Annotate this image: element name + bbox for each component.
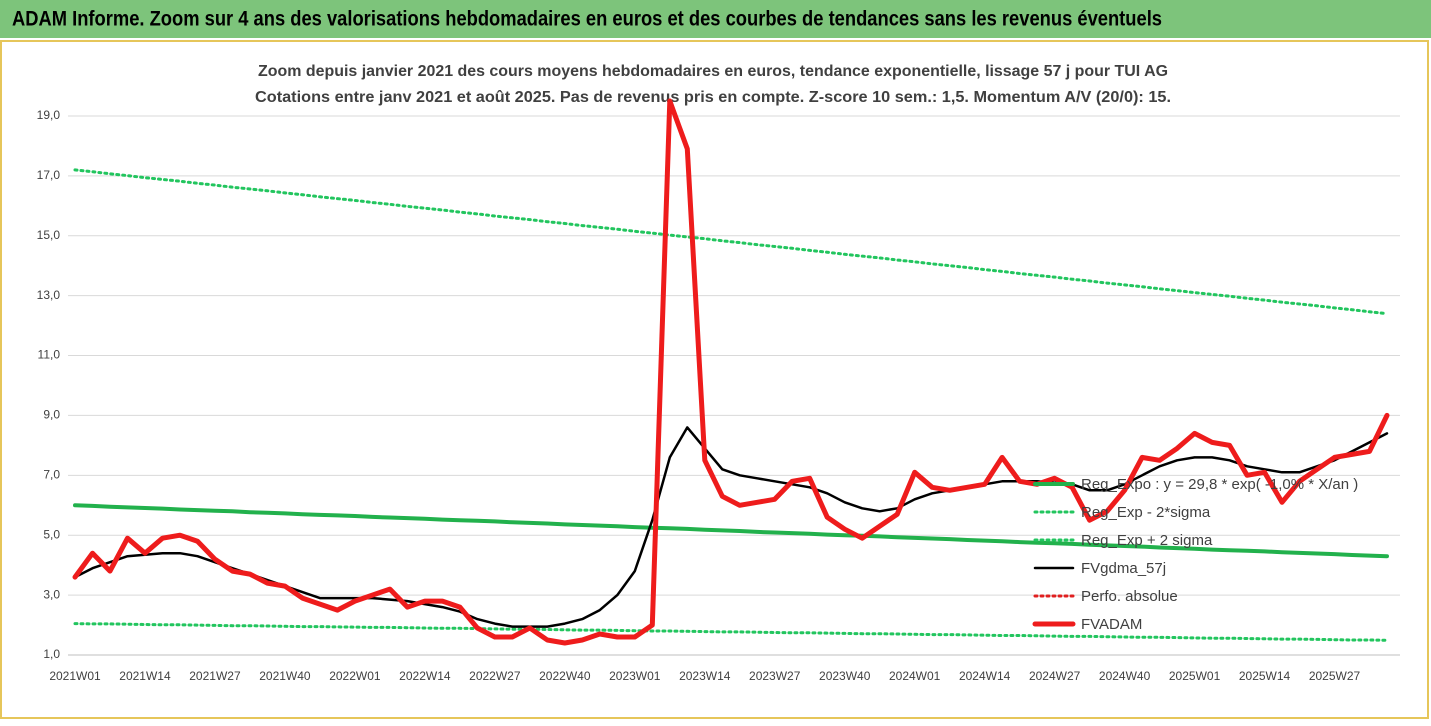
legend-label: Reg_Exp - 2*sigma [1081, 504, 1211, 521]
x-tick-label: 2021W40 [259, 669, 311, 683]
grid [68, 115, 1400, 656]
x-tick-label: 2021W01 [49, 669, 101, 683]
legend-label: Perfo. absolue [1081, 588, 1178, 605]
legend-label: FVgdma_57j [1081, 560, 1166, 577]
y-tick-label: 3,0 [43, 587, 60, 601]
x-tick-label: 2024W14 [959, 669, 1011, 683]
x-tick-label: 2024W27 [1029, 669, 1081, 683]
y-tick-label: 7,0 [43, 467, 60, 481]
x-tick-label: 2022W01 [329, 669, 381, 683]
y-tick-label: 5,0 [43, 527, 60, 541]
header-gap [0, 38, 1431, 41]
plot-area [72, 98, 1390, 646]
x-tick-label: 2025W14 [1239, 669, 1291, 683]
legend-label: Reg_Expo : y = 29,8 * exp( -1,0% * X/an … [1081, 476, 1358, 493]
chart-frame [0, 40, 1429, 719]
legend-label: FVADAM [1081, 616, 1142, 633]
chart-title: ADAM Informe. Zoom sur 4 ans des valoris… [12, 8, 1162, 31]
series-line [73, 503, 1389, 559]
x-tick-label: 2023W27 [749, 669, 801, 683]
axes: 1,0 3,0 5,0 7,0 9,0 11,0 13,0 15,0 17,0 19,0 2021W… [37, 108, 1400, 683]
x-tick-label: 2023W14 [679, 669, 731, 683]
y-tick-label: 9,0 [43, 408, 60, 422]
series-line [73, 622, 1389, 642]
y-tick-label: 11,0 [38, 348, 61, 362]
y-tick-label: 17,0 [37, 168, 61, 182]
x-tick-label: 2023W01 [609, 669, 661, 683]
x-tick-label: 2021W14 [119, 669, 171, 683]
x-tick-label: 2022W14 [399, 669, 451, 683]
y-tick-label: 15,0 [37, 228, 61, 242]
header-bar [0, 0, 1431, 38]
x-tick-label: 2024W01 [889, 669, 941, 683]
legend-label: Reg_Exp + 2 sigma [1081, 532, 1213, 549]
x-tick-label: 2022W40 [539, 669, 591, 683]
legend: Reg_Expo : y = 29,8 * exp( -1,0% * X/an … [1032, 476, 1358, 633]
x-tick-label: 2025W27 [1309, 669, 1361, 683]
chart-subtitle: Cotations entre janv 2021 et août 2025. … [255, 89, 1171, 106]
x-tick-label: 2025W01 [1169, 669, 1221, 683]
y-tick-label: 1,0 [43, 647, 60, 661]
chart-subtitle: Zoom depuis janvier 2021 des cours moyen… [258, 63, 1168, 80]
x-tick-label: 2024W40 [1099, 669, 1151, 683]
series-line [73, 168, 1389, 316]
series-line [72, 98, 1390, 646]
y-tick-label: 13,0 [37, 288, 61, 302]
x-tick-label: 2023W40 [819, 669, 871, 683]
y-tick-label: 19,0 [37, 108, 61, 122]
x-tick-label: 2022W27 [469, 669, 521, 683]
x-tick-label: 2021W27 [189, 669, 241, 683]
